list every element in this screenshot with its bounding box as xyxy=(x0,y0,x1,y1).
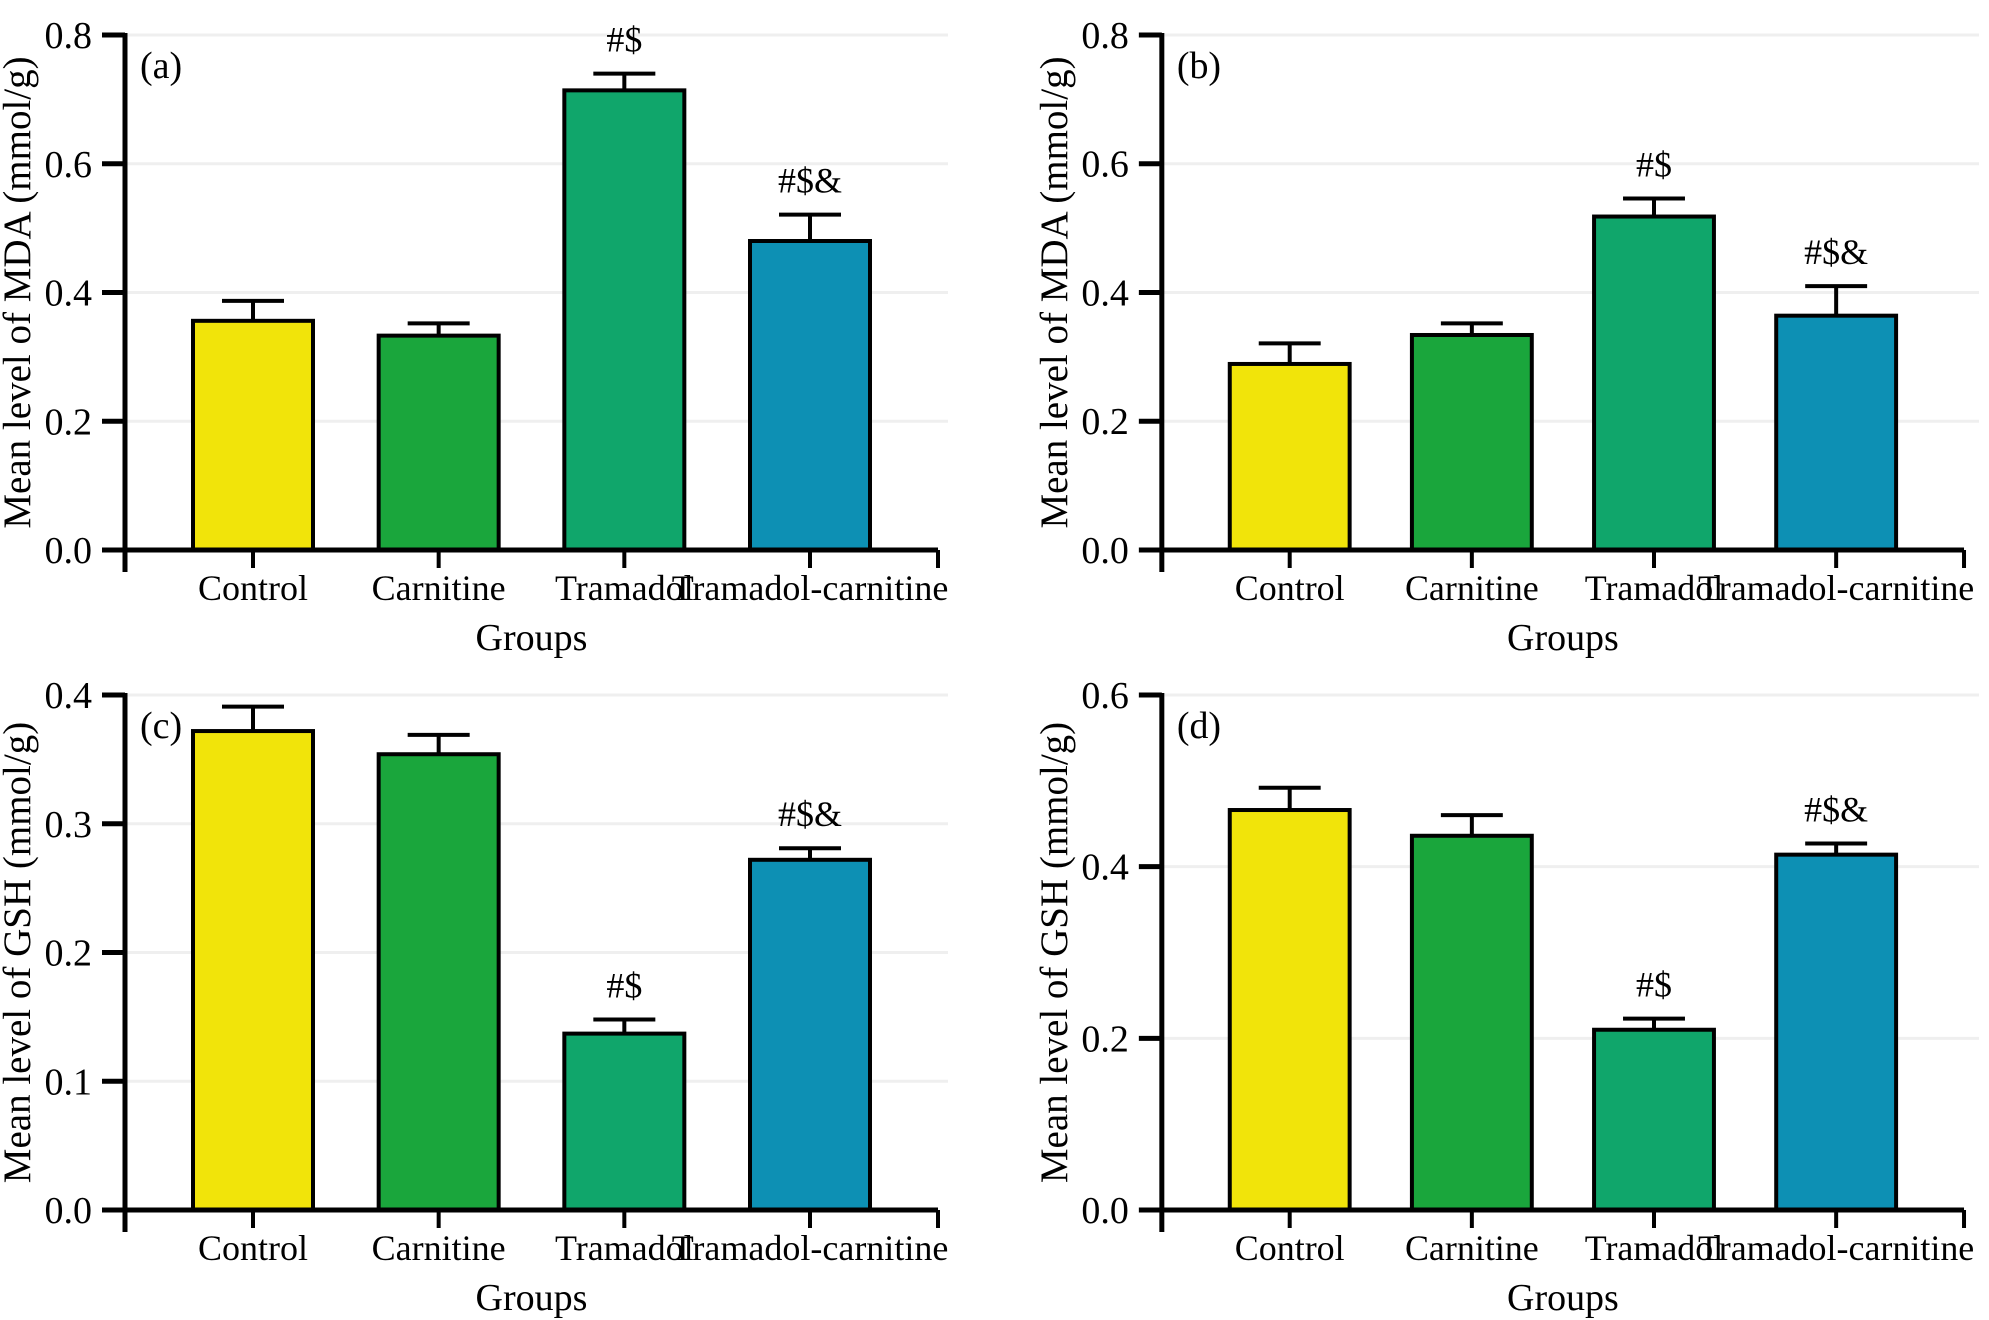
x-tick-label-carnitine: Carnitine xyxy=(372,1228,506,1268)
bar-tramadol xyxy=(562,1031,687,1212)
y-tick-label: 0.0 xyxy=(1081,530,1128,572)
bar-tramadol xyxy=(1592,1027,1716,1212)
y-tick-label: 0.4 xyxy=(45,675,93,717)
x-tick-label-tramadol-carnitine: Tramadol-carnitine xyxy=(1698,1228,1974,1268)
x-axis-title: Groups xyxy=(476,617,588,659)
panel-letter: (c) xyxy=(140,705,182,747)
bar-control xyxy=(1227,361,1352,552)
y-axis-title: Mean level of GSH (mmol/g) xyxy=(1033,722,1076,1183)
x-axis-title: Groups xyxy=(476,1277,588,1319)
y-tick-label: 0.6 xyxy=(45,144,93,186)
x-tick-label-tramadol: Tramadol xyxy=(555,1228,694,1268)
y-tick-label: 0.3 xyxy=(45,804,93,846)
y-axis-title: Mean level of MDA (mmol/g) xyxy=(0,56,39,528)
bar-tramadol xyxy=(1592,214,1716,552)
chart-panel-c: Control Carnitine #$ Tramadol #$& Tramadol-ca… xyxy=(0,675,949,1319)
y-tick-label: 0.6 xyxy=(1081,144,1128,186)
bar-control xyxy=(1227,808,1352,1212)
bar-tramadol-carnitine xyxy=(748,857,872,1213)
x-tick-label-tramadol: Tramadol xyxy=(555,568,694,608)
x-tick-label-tramadol-carnitine: Tramadol-carnitine xyxy=(1698,568,1974,608)
significance-label-tramadol-carnitine: #$& xyxy=(778,794,842,834)
x-tick-label-carnitine: Carnitine xyxy=(1405,568,1539,608)
chart-panel-a: Control Carnitine #$ Tramadol #$& Tramadol-ca… xyxy=(0,15,949,659)
y-tick-label: 0.2 xyxy=(45,933,93,975)
bar-tramadol-carnitine xyxy=(748,239,872,552)
bar-carnitine xyxy=(376,333,501,552)
x-tick-label-tramadol-carnitine: Tramadol-carnitine xyxy=(672,568,949,608)
y-tick-label: 0.8 xyxy=(45,15,93,57)
x-axis-title: Groups xyxy=(1507,617,1619,659)
x-tick-label-carnitine: Carnitine xyxy=(372,568,506,608)
bar-tramadol xyxy=(562,88,687,553)
significance-label-tramadol: #$ xyxy=(606,965,642,1005)
significance-label-tramadol-carnitine: #$& xyxy=(778,161,842,201)
y-tick-label: 0.1 xyxy=(45,1061,93,1103)
y-tick-label: 0.4 xyxy=(1081,847,1128,889)
y-tick-label: 0.2 xyxy=(1081,401,1128,443)
bar-carnitine xyxy=(1409,332,1534,552)
y-axis-title: Mean level of MDA (mmol/g) xyxy=(1033,56,1076,528)
chart-panel-d: Control Carnitine #$ Tramadol #$& Tramadol-ca… xyxy=(1033,675,1980,1319)
x-tick-label-tramadol: Tramadol xyxy=(1585,1228,1723,1268)
y-axis-title: Mean level of GSH (mmol/g) xyxy=(0,722,39,1183)
y-tick-label: 0.8 xyxy=(1081,15,1128,57)
x-axis-title: Groups xyxy=(1507,1277,1619,1319)
x-tick-label-control: Control xyxy=(198,1228,308,1268)
x-tick-label-control: Control xyxy=(198,568,308,608)
bar-control xyxy=(191,729,315,1213)
bar-carnitine xyxy=(1409,833,1534,1212)
y-tick-label: 0.4 xyxy=(1081,272,1128,314)
bar-control xyxy=(191,318,315,553)
significance-label-tramadol: #$ xyxy=(606,20,642,60)
panel-letter: (a) xyxy=(140,45,182,87)
x-tick-label-tramadol-carnitine: Tramadol-carnitine xyxy=(672,1228,949,1268)
y-tick-label: 0.2 xyxy=(45,401,93,443)
y-tick-label: 0.0 xyxy=(45,530,93,572)
x-tick-label-carnitine: Carnitine xyxy=(1405,1228,1539,1268)
x-tick-label-tramadol: Tramadol xyxy=(1585,568,1723,608)
significance-label-tramadol: #$ xyxy=(1636,965,1672,1005)
bar-carnitine xyxy=(376,752,501,1212)
bar-tramadol-carnitine xyxy=(1774,313,1899,552)
y-tick-label: 0.2 xyxy=(1081,1018,1128,1060)
y-tick-label: 0.0 xyxy=(1081,1190,1128,1232)
panel-letter: (b) xyxy=(1177,45,1221,87)
x-tick-label-control: Control xyxy=(1235,1228,1345,1268)
y-tick-label: 0.0 xyxy=(45,1190,93,1232)
significance-label-tramadol-carnitine: #$& xyxy=(1804,789,1868,829)
chart-panel-b: Control Carnitine #$ Tramadol #$& Tramadol-ca… xyxy=(1033,15,1980,659)
x-tick-label-control: Control xyxy=(1235,568,1345,608)
significance-label-tramadol-carnitine: #$& xyxy=(1804,232,1868,272)
y-tick-label: 0.4 xyxy=(45,273,93,315)
bar-tramadol-carnitine xyxy=(1774,852,1899,1212)
y-tick-label: 0.6 xyxy=(1081,675,1128,717)
panel-letter: (d) xyxy=(1177,705,1221,747)
significance-label-tramadol: #$ xyxy=(1636,144,1672,184)
